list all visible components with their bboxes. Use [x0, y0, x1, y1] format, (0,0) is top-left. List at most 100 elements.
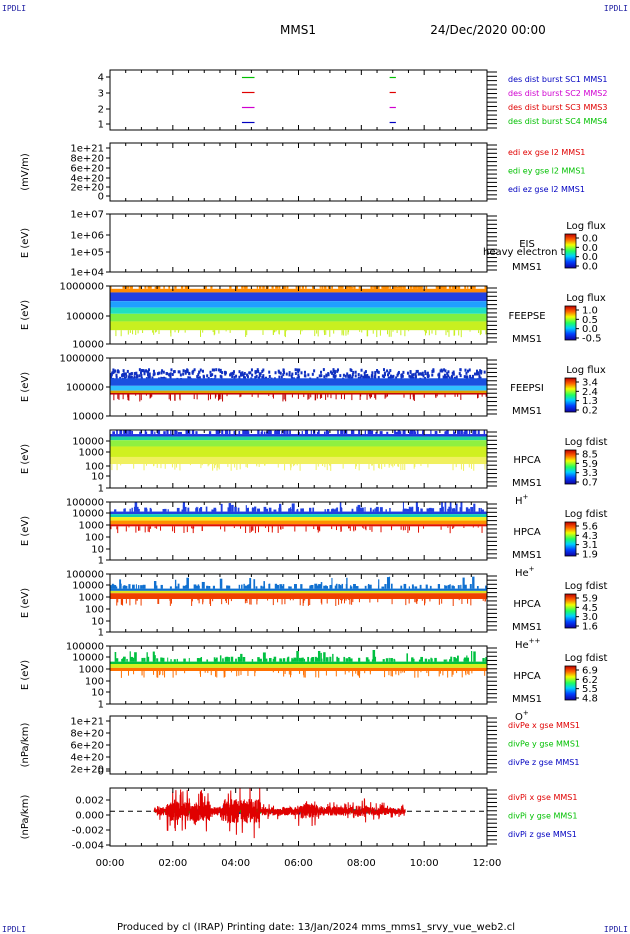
y-axis-label: E (eV) [20, 444, 31, 474]
heatmap-spike [426, 364, 429, 369]
heatmap-spike [117, 364, 121, 369]
heatmap-spike [283, 394, 285, 400]
heatmap-spike [160, 657, 163, 662]
heatmap-spike [343, 430, 345, 435]
heatmap-spike [215, 430, 218, 435]
heatmap-spike [415, 502, 418, 512]
heatmap-spike [385, 509, 387, 512]
heatmap-spike [391, 526, 393, 529]
y-tick-label: 10 [91, 545, 104, 556]
heatmap-spike [452, 526, 454, 528]
heatmap-speckle [371, 371, 374, 375]
heatmap-spike [129, 330, 131, 333]
heatmap-spike [169, 394, 171, 401]
heatmap-spike [278, 286, 281, 289]
heatmap-spike [163, 363, 167, 369]
y-tick-label: 6e+20 [70, 741, 104, 752]
heatmap-spike [230, 464, 232, 471]
heatmap-spike [159, 670, 161, 675]
heatmap-spike [305, 363, 309, 369]
heatmap-spike [217, 363, 220, 369]
heatmap-spike [214, 330, 216, 335]
heatmap-speckle [402, 370, 405, 374]
heatmap-speckle [241, 371, 244, 375]
heatmap-speckle [278, 375, 281, 379]
heatmap-spike [289, 598, 291, 601]
y-tick-label: 1000 [79, 593, 104, 604]
heatmap-spike [459, 507, 462, 512]
instrument-label: HPCA [513, 455, 541, 466]
panel-frame [109, 573, 488, 633]
heatmap-spike [359, 330, 361, 332]
heatmap-spike [337, 430, 339, 435]
heatmap-speckle [409, 375, 412, 379]
heatmap-spike [408, 526, 410, 531]
heatmap-spike [451, 670, 453, 677]
heatmap-speckle [135, 371, 138, 375]
heatmap-spike [454, 330, 456, 336]
heatmap-spike [472, 526, 474, 528]
heatmap-spike [434, 431, 438, 435]
y-tick-label: 1000000 [59, 354, 104, 365]
heatmap-spike [411, 506, 414, 512]
heatmap-spike [249, 578, 252, 589]
heatmap-spike [151, 394, 153, 397]
heatmap-spike [309, 598, 311, 606]
heatmap-spike [463, 526, 465, 528]
y-tick-label: 100000 [66, 498, 104, 509]
heatmap-spike [470, 598, 472, 606]
heatmap-spike [273, 656, 277, 662]
y-tick-label: 1000 [79, 448, 104, 459]
heatmap-spike [384, 584, 387, 589]
heatmap-speckle [386, 373, 389, 377]
heatmap-spike [217, 464, 219, 468]
heatmap-spike [239, 394, 241, 398]
heatmap-spike [282, 526, 284, 529]
heatmap-spike [142, 585, 145, 589]
heatmap-spike [242, 430, 245, 435]
heatmap-spike [248, 365, 251, 369]
heatmap-spike [122, 586, 126, 589]
heatmap-speckle [133, 372, 136, 376]
heatmap-speckle [280, 375, 283, 379]
heatmap-spike [284, 363, 287, 369]
heatmap-spike [418, 366, 422, 369]
heatmap-speckle [178, 370, 181, 374]
heatmap-spike [324, 464, 326, 468]
heatmap-spike [395, 670, 397, 675]
heatmap-spike [228, 657, 230, 662]
colorbar-tick-label: 0.2 [582, 406, 598, 417]
heatmap-spike [343, 364, 347, 369]
heatmap-spike [454, 394, 456, 397]
heatmap-spike [446, 659, 448, 662]
heatmap-spike [279, 358, 283, 369]
heatmap-spike [161, 658, 164, 662]
heatmap-spike [176, 658, 178, 662]
heatmap-spike [307, 394, 309, 400]
y-tick-label: 100 [85, 533, 104, 544]
heatmap-speckle [130, 375, 133, 379]
y-tick-label: 10000 [72, 509, 104, 520]
heatmap-spike [172, 526, 174, 532]
heatmap-spike [187, 507, 190, 512]
heatmap-spike [394, 464, 396, 466]
heatmap-speckle [351, 373, 354, 377]
heatmap-speckle [469, 374, 472, 378]
heatmap-spike [220, 394, 222, 400]
heatmap-spike [284, 330, 286, 337]
heatmap-spike [132, 657, 135, 662]
heatmap-speckle [122, 373, 125, 377]
heatmap-speckle [303, 374, 306, 378]
heatmap-spike [376, 330, 378, 338]
heatmap-spike [210, 598, 212, 606]
heatmap-spike [389, 286, 391, 289]
heatmap-spike [463, 658, 466, 662]
heatmap-spike [482, 598, 484, 601]
heatmap-speckle [246, 375, 249, 379]
heatmap-spike [440, 526, 442, 530]
heatmap-spike [166, 430, 169, 435]
heatmap-speckle [169, 375, 172, 379]
heatmap-speckle [311, 372, 314, 376]
heatmap-spike [293, 364, 297, 369]
heatmap-spike [373, 464, 375, 471]
